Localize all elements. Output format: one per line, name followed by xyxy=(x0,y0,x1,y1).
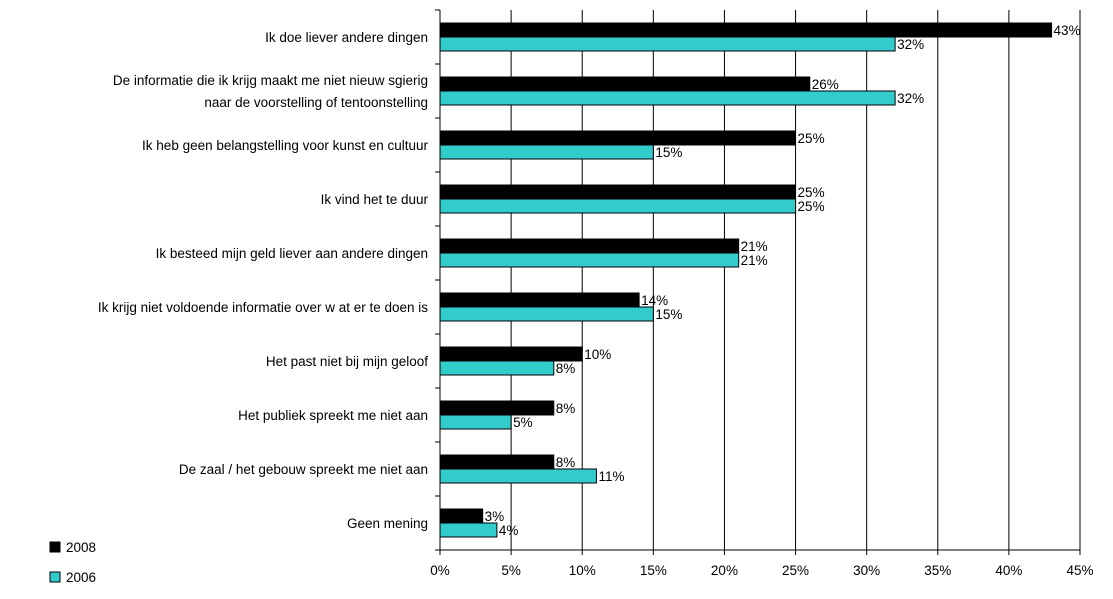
bar-2006 xyxy=(439,468,597,484)
data-label-2008: 21% xyxy=(741,239,768,254)
x-tick-label: 0% xyxy=(430,563,450,578)
data-label-2006: 8% xyxy=(556,361,576,376)
bar-2008 xyxy=(439,184,797,200)
data-label-2008: 8% xyxy=(556,455,576,470)
category-label: Geen mening xyxy=(347,516,428,531)
bar-2006 xyxy=(439,360,555,376)
category-label: Ik krijg niet voldoende informatie over … xyxy=(98,300,428,315)
category-label: Het publiek spreekt me niet aan xyxy=(238,408,428,423)
x-tick-label: 40% xyxy=(995,563,1022,578)
data-label-2008: 10% xyxy=(584,347,611,362)
x-tick-label: 15% xyxy=(640,563,667,578)
bar-2008 xyxy=(439,508,484,524)
data-label-2006: 21% xyxy=(741,253,768,268)
category-label: Het past niet bij mijn geloof xyxy=(266,354,428,369)
data-label-2006: 5% xyxy=(513,415,533,430)
bar-2008 xyxy=(439,76,811,92)
legend-label-2008: 2008 xyxy=(66,540,96,555)
x-tick-label: 10% xyxy=(569,563,596,578)
bar-2006 xyxy=(439,522,498,538)
x-tick-label: 45% xyxy=(1066,563,1093,578)
bar-2006 xyxy=(439,36,896,52)
category-label: Ik heb geen belangstelling voor kunst en… xyxy=(142,138,428,153)
bar-2006 xyxy=(439,198,797,214)
data-label-2006: 4% xyxy=(499,523,519,538)
data-label-2008: 43% xyxy=(1054,23,1081,38)
data-label-2006: 25% xyxy=(798,199,825,214)
bar-2008 xyxy=(439,130,797,146)
category-label: Ik vind het te duur xyxy=(321,192,429,207)
category-labels: Ik doe liever andere dingen De informatie… xyxy=(98,30,429,531)
x-tick-label: 5% xyxy=(501,563,521,578)
axes: 0% 5% 10% 15% 20% 25% 30% 35% 40% 45% xyxy=(430,9,1094,578)
x-tick-label: 25% xyxy=(782,563,809,578)
data-label-2006: 32% xyxy=(897,91,924,106)
bar-2008 xyxy=(439,346,583,362)
x-tick-label: 20% xyxy=(711,563,738,578)
category-label: Ik besteed mijn geld liever aan andere d… xyxy=(156,246,428,261)
bar-2008 xyxy=(439,454,555,470)
category-label: Ik doe liever andere dingen xyxy=(265,30,428,45)
bar-2008 xyxy=(439,292,640,308)
data-label-2006: 32% xyxy=(897,37,924,52)
data-label-2008: 14% xyxy=(641,293,668,308)
legend-swatch-2006 xyxy=(49,571,61,583)
legend-label-2006: 2006 xyxy=(66,570,96,585)
x-tick-label: 35% xyxy=(924,563,951,578)
data-label-2008: 3% xyxy=(485,509,505,524)
category-label: naar de voorstelling of tentoonstelling xyxy=(204,95,428,110)
bar-2008 xyxy=(439,238,740,254)
bar-2006 xyxy=(439,144,654,160)
data-labels: 43%32%26%32%25%15%25%25%21%21%14%15%10%8… xyxy=(485,23,1081,538)
legend-swatch-2008 xyxy=(49,541,61,553)
data-label-2008: 26% xyxy=(812,77,839,92)
bar-2008 xyxy=(439,400,555,416)
x-tick-label: 30% xyxy=(853,563,880,578)
data-label-2008: 25% xyxy=(798,131,825,146)
data-label-2006: 15% xyxy=(655,145,682,160)
category-label: De informatie die ik krijg maakt me niet… xyxy=(113,73,428,88)
data-label-2008: 8% xyxy=(556,401,576,416)
category-label: De zaal / het gebouw spreekt me niet aan xyxy=(179,462,428,477)
data-label-2006: 11% xyxy=(598,469,624,484)
bar-2006 xyxy=(439,414,512,430)
bar-2006 xyxy=(439,252,740,268)
data-label-2008: 25% xyxy=(798,185,825,200)
bar-2006 xyxy=(439,306,654,322)
bars xyxy=(439,22,1053,538)
legend: 2008 2006 xyxy=(49,540,96,585)
bar-2008 xyxy=(439,22,1053,38)
data-label-2006: 15% xyxy=(655,307,682,322)
bar-2006 xyxy=(439,90,896,106)
